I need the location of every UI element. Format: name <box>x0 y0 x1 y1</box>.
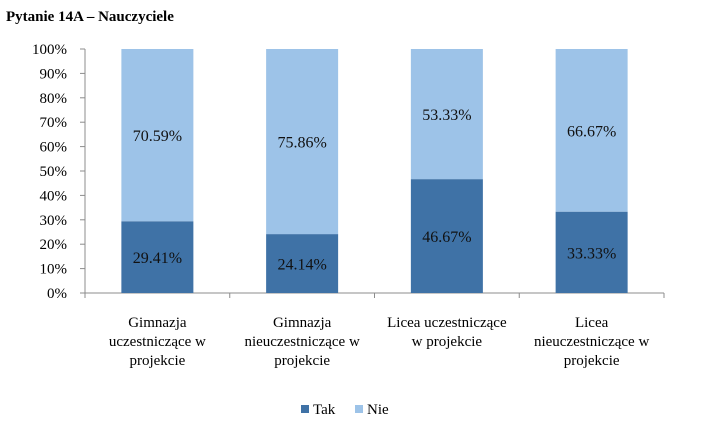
data-label: 53.33% <box>422 107 471 124</box>
bar-nie-1 <box>121 49 194 222</box>
chart-title: Pytanie 14A – Nauczyciele <box>6 9 174 25</box>
data-label: 24.14% <box>277 257 326 274</box>
category-labels: Gimnazja uczestniczące w projekcie Gimnazja… <box>109 315 650 369</box>
data-label: 29.41% <box>133 250 182 267</box>
category-label: Gimnazja uczestniczące w projekcie <box>109 315 206 369</box>
legend-swatch-tak <box>301 405 309 413</box>
data-label: 66.67% <box>567 123 616 140</box>
bar-tak-4 <box>555 211 628 293</box>
y-tick-label: 100% <box>32 42 67 58</box>
category-label: Licea nieuczestniczące w projekcie <box>534 315 650 369</box>
y-tick-label: 50% <box>40 164 68 180</box>
bar-nie-3 <box>410 49 483 180</box>
y-tick-label: 10% <box>40 262 68 278</box>
bar-tak-2 <box>266 234 339 293</box>
bar-nie-4 <box>555 49 628 212</box>
y-tick-label: 60% <box>40 140 68 156</box>
y-tick-label: 90% <box>40 66 68 82</box>
data-label: 75.86% <box>277 135 326 152</box>
category-label: Gimnazja nieuczestniczące w projekcie <box>244 315 360 369</box>
bar-tak-1 <box>121 221 194 293</box>
y-tick-label: 0% <box>47 286 67 302</box>
bars <box>121 49 628 293</box>
legend-label-nie: Nie <box>367 402 389 418</box>
bar-tak-3 <box>410 179 483 293</box>
y-tick-label: 20% <box>40 237 68 253</box>
y-tick-label: 80% <box>40 91 68 107</box>
legend-label-tak: Tak <box>313 402 336 418</box>
data-label: 33.33% <box>567 245 616 262</box>
axes: 0% 10% 20% 30% 40% 50% 60% 70% 80% 90% 100% <box>32 42 665 302</box>
y-tick-label: 30% <box>40 213 68 229</box>
data-labels: 29.41% 70.59% 24.14% 75.86% 46.67% 53.33% 33.3… <box>133 107 617 273</box>
data-label: 70.59% <box>133 128 182 145</box>
legend: Tak Nie <box>301 402 389 418</box>
bar-nie-2 <box>266 49 339 235</box>
y-tick-label: 70% <box>40 115 68 131</box>
category-label: Licea uczestniczące w projekcie <box>387 315 507 350</box>
data-label: 46.67% <box>422 229 471 246</box>
y-tick-label: 40% <box>40 188 68 204</box>
legend-swatch-nie <box>355 405 363 413</box>
